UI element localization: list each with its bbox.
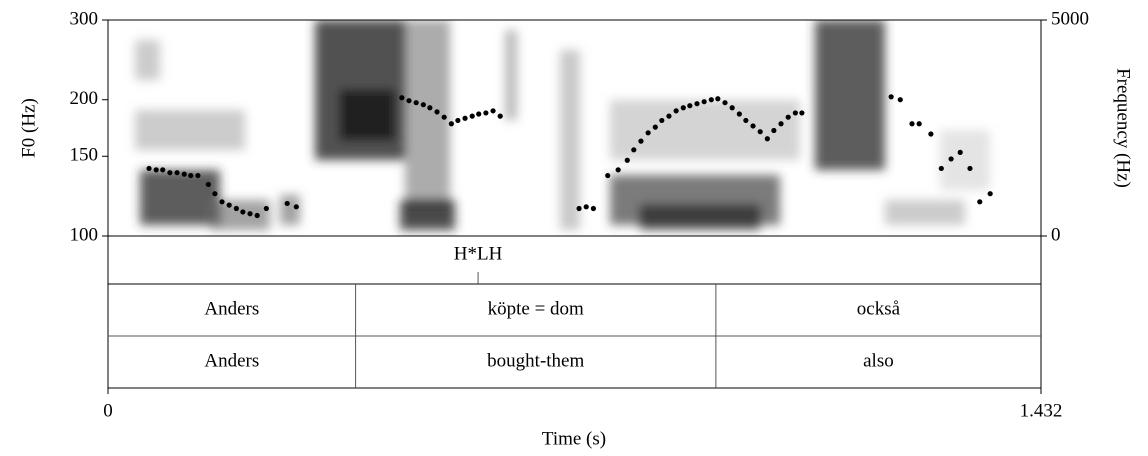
pitch-point xyxy=(888,94,894,100)
pitch-point xyxy=(462,115,468,121)
pitch-point xyxy=(750,123,756,129)
tier-label: H*LH xyxy=(454,243,503,264)
y2-tick-label: 0 xyxy=(1051,224,1061,245)
tier-label: Anders xyxy=(204,350,259,371)
pitch-point xyxy=(792,110,798,116)
pitch-point xyxy=(219,199,225,205)
plot-frame xyxy=(107,19,1042,389)
pitch-point xyxy=(631,147,637,153)
pitch-point xyxy=(938,165,944,172)
pitch-point xyxy=(293,204,299,210)
pitch-point xyxy=(233,205,239,212)
pitch-point xyxy=(701,99,707,105)
pitch-point xyxy=(977,199,983,205)
pitch-point xyxy=(967,165,973,172)
pitch-point xyxy=(263,205,269,212)
pitch-point xyxy=(469,113,475,119)
pitch-point xyxy=(284,200,290,207)
y2-axis-label: Frequency (Hz) xyxy=(1113,68,1134,188)
x-axis-label: Time (s) xyxy=(542,428,606,449)
y-tick-label: 150 xyxy=(70,145,99,166)
tier-label: Anders xyxy=(204,298,259,319)
pitch-point xyxy=(694,101,700,107)
pitch-point xyxy=(916,121,922,127)
tier-label: also xyxy=(863,350,894,371)
pitch-point xyxy=(624,157,630,163)
pitch-point xyxy=(188,172,194,179)
pitch-point xyxy=(434,109,440,115)
pitch-point xyxy=(476,111,482,117)
tier-label: också xyxy=(857,298,901,319)
pitch-point xyxy=(897,97,903,103)
pitch-point xyxy=(771,127,777,134)
pitch-point xyxy=(928,131,934,137)
pitch-point xyxy=(615,167,621,173)
pitch-point xyxy=(420,102,426,108)
pitch-point xyxy=(448,121,454,127)
pitch-point xyxy=(785,114,791,120)
pitch-point xyxy=(240,209,246,215)
pitch-point xyxy=(652,124,658,130)
pitch-point xyxy=(490,108,496,114)
pitch-point xyxy=(483,110,489,116)
pitch-point xyxy=(167,170,173,176)
pitch-point xyxy=(605,172,611,179)
x-tick-label: 0 xyxy=(103,400,113,421)
pitch-point xyxy=(715,96,721,102)
pitch-point xyxy=(413,100,419,106)
tier-label: köpte = dom xyxy=(488,298,584,319)
pitch-point xyxy=(195,172,201,179)
pitch-point xyxy=(645,130,651,136)
pitch-point xyxy=(743,117,749,124)
pitch-point xyxy=(226,202,232,208)
pitch-point xyxy=(205,181,211,188)
pitch-point xyxy=(729,105,735,111)
pitch-point xyxy=(987,191,993,197)
x-tick-label: 1.432 xyxy=(1020,400,1063,421)
pitch-point xyxy=(778,121,784,127)
pitch-point xyxy=(160,167,166,173)
pitch-point xyxy=(909,121,915,127)
pitch-point xyxy=(427,105,433,111)
tier-label: bought-them xyxy=(487,350,584,371)
pitch-point xyxy=(146,165,152,172)
spectrogram xyxy=(135,20,990,230)
pitch-point xyxy=(406,98,412,104)
pitch-point xyxy=(174,170,180,176)
pitch-point xyxy=(948,156,954,162)
pitch-point xyxy=(757,129,763,135)
pitch-point xyxy=(687,103,693,109)
pitch-point xyxy=(764,136,770,142)
pitch-point xyxy=(212,191,218,197)
pitch-point xyxy=(254,212,260,219)
pitch-point xyxy=(497,113,503,119)
pitch-point xyxy=(590,205,596,212)
y-tick-label: 100 xyxy=(70,224,99,245)
pitch-point xyxy=(680,105,686,111)
pitch-point xyxy=(708,97,714,103)
pitch-point xyxy=(455,117,461,124)
pitch-point xyxy=(576,205,582,212)
pitch-point xyxy=(799,110,805,116)
y-tick-label: 300 xyxy=(70,8,99,29)
pitch-point xyxy=(181,171,187,177)
pitch-point xyxy=(659,117,665,124)
pitch-point xyxy=(722,100,728,106)
pitch-point xyxy=(673,108,679,114)
pitch-point xyxy=(247,211,253,217)
pitch-point xyxy=(399,95,405,101)
pitch-point xyxy=(441,114,447,120)
pitch-point xyxy=(957,149,963,155)
pitch-point xyxy=(736,111,742,117)
y-axis-label: F0 (Hz) xyxy=(18,98,39,158)
pitch-point xyxy=(583,204,589,210)
pitch-point xyxy=(638,138,644,144)
pitch-point xyxy=(153,167,159,173)
y2-tick-label: 5000 xyxy=(1051,8,1089,29)
pitch-point xyxy=(666,113,672,119)
y-tick-label: 200 xyxy=(70,88,99,109)
